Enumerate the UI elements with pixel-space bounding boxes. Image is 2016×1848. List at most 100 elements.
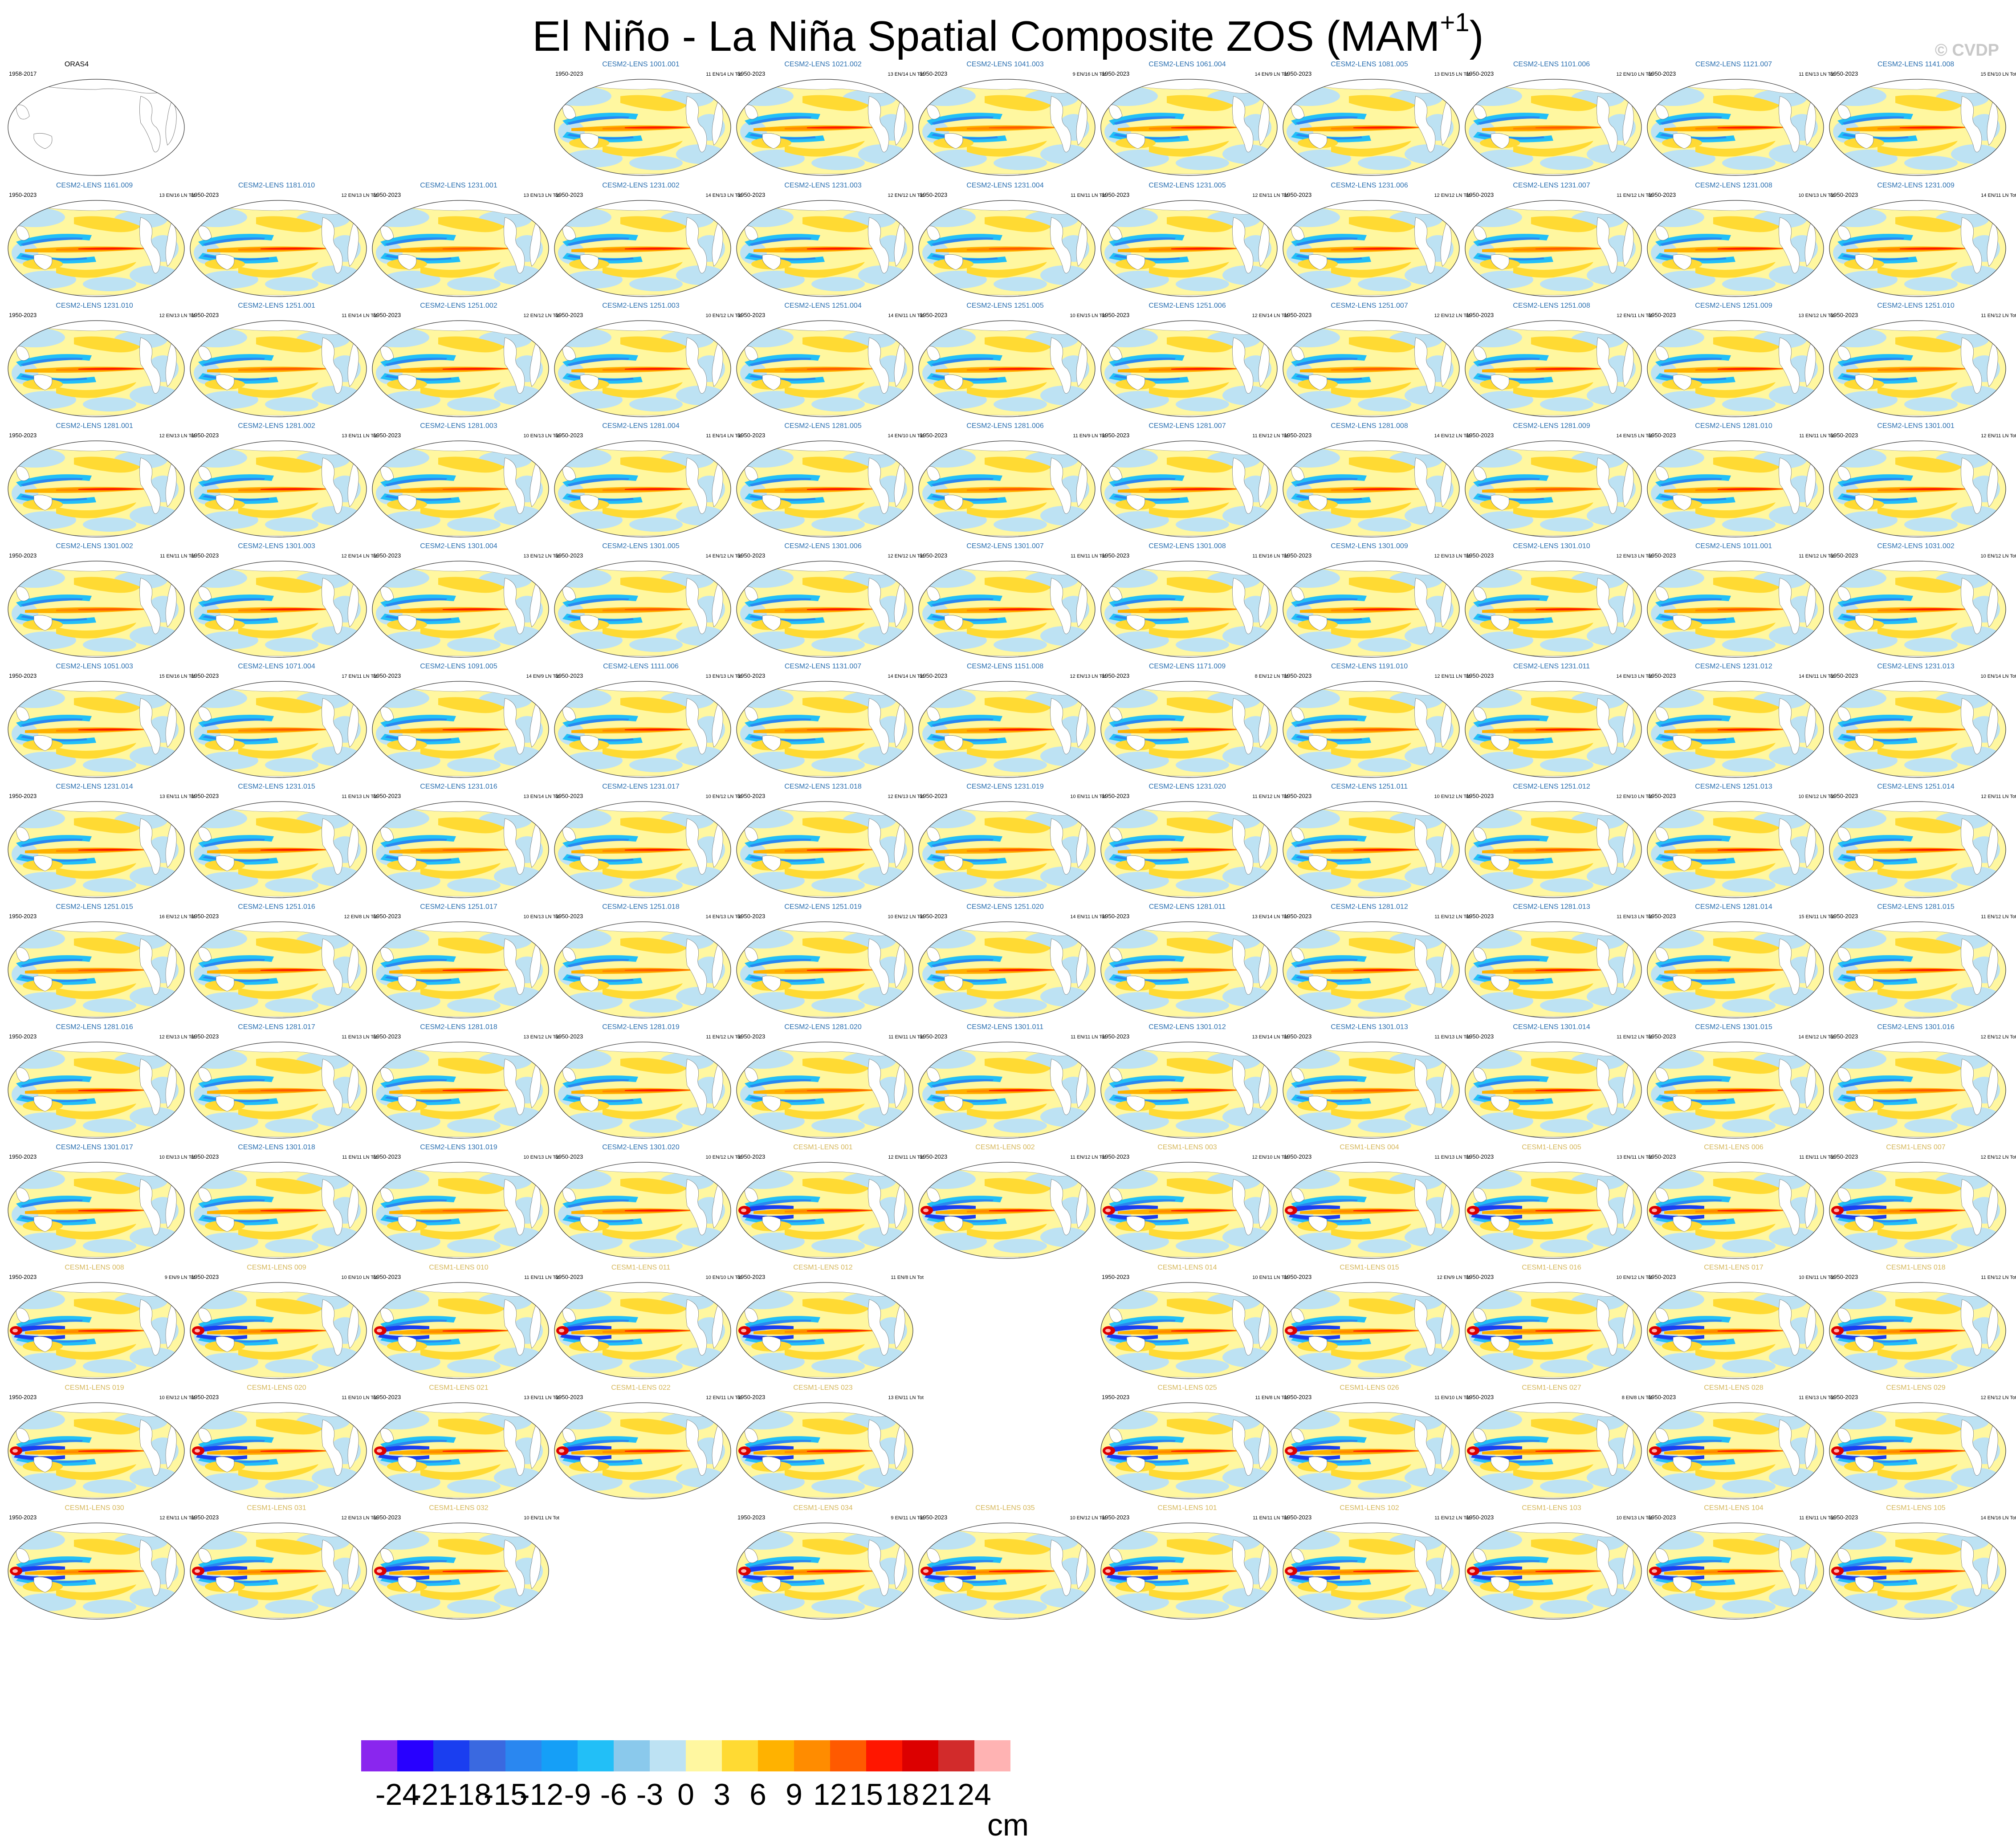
world-outline-map (8, 79, 185, 176)
zos-composite-map (1100, 1042, 1278, 1139)
dataset-name: CESM2-LENS 1281.007 (1149, 422, 1226, 430)
dataset-name: CESM1-LENS 031 (247, 1504, 306, 1512)
zos-composite-map (1829, 1162, 2006, 1259)
period-label: 1950-2023 (1466, 552, 1494, 559)
colorbar-swatch (866, 1740, 902, 1771)
event-count: 11 EN/11 LN Tot (1799, 433, 1834, 439)
event-count: 12 EN/11 LN Tot (1981, 794, 2016, 799)
colorbar-swatch (542, 1740, 578, 1771)
period-label: 1950-2023 (920, 913, 948, 920)
event-count: 11 EN/12 LN Tot (1434, 1515, 1470, 1521)
dataset-name: CESM2-LENS 1301.005 (602, 542, 680, 550)
zos-composite-map (736, 1402, 913, 1499)
period-label: 1950-2023 (1830, 672, 1858, 679)
period-label: 1950-2023 (1648, 672, 1676, 679)
period-label: 1950-2023 (1830, 552, 1858, 559)
period-label: 1950-2023 (737, 312, 766, 318)
period-label: 1950-2023 (1284, 1033, 1312, 1040)
ensemble-map-panel: 1950-2023 CESM1-LENS 025 11 EN/8 LN Tot (1096, 1381, 1288, 1502)
zos-composite-map (554, 320, 731, 417)
zos-composite-map (1647, 1282, 1824, 1379)
zos-composite-map (372, 1402, 549, 1499)
zos-composite-map (554, 1042, 731, 1139)
zos-composite-map (1465, 200, 1642, 297)
period-label: 1950-2023 (373, 793, 401, 799)
colorbar-swatch (830, 1740, 866, 1771)
event-count: 11 EN/12 LN Tot (1981, 313, 2016, 318)
zos-composite-map (1283, 1402, 1460, 1499)
event-count: 13 EN/12 LN Tot (523, 1034, 559, 1040)
period-label: 1950-2023 (373, 432, 401, 439)
dataset-name: CESM2-LENS 1091.005 (420, 663, 497, 670)
colorbar-tick-label: 3 (713, 1778, 730, 1811)
dataset-name: CESM2-LENS 1301.016 (1877, 1023, 1955, 1031)
zos-composite-map (372, 440, 549, 537)
dataset-name: CESM2-LENS 1281.001 (56, 422, 133, 430)
zos-composite-map (1647, 79, 1824, 176)
period-label: 1950-2023 (1466, 1394, 1494, 1400)
event-count: 13 EN/11 LN Tot (159, 794, 195, 799)
zos-composite-map (918, 320, 1096, 417)
zos-composite-map (1100, 1522, 1278, 1620)
dataset-name: CESM2-LENS 1301.012 (1149, 1023, 1226, 1031)
ensemble-map-panel: 1950-2023 CESM2-LENS 1231.020 11 EN/12 LN … (1096, 780, 1288, 901)
colorbar-swatch (614, 1740, 650, 1771)
period-label: 1950-2023 (1102, 913, 1130, 920)
zos-composite-map (736, 440, 913, 537)
ensemble-map-panel: 1950-2023 CESM2-LENS 1231.010 12 EN/13 LN … (4, 299, 195, 420)
ensemble-map-panel: 1950-2023 CESM2-LENS 1231.018 12 EN/13 LN … (732, 780, 924, 901)
zos-composite-map (918, 1042, 1096, 1139)
period-label: 1950-2023 (555, 672, 583, 679)
ensemble-map-panel: 1950-2023 CESM2-LENS 1231.016 13 EN/14 LN … (368, 780, 559, 901)
ensemble-map-panel: 1950-2023 CESM1-LENS 102 11 EN/12 LN Tot (1279, 1502, 1470, 1623)
dataset-name: CESM2-LENS 1231.002 (602, 182, 680, 189)
period-label: 1950-2023 (920, 1514, 948, 1521)
ensemble-map-panel: 1950-2023 CESM1-LENS 002 11 EN/12 LN Tot (914, 1141, 1106, 1262)
ensemble-map-panel: 1950-2023 CESM2-LENS 1251.003 10 EN/12 LN … (550, 299, 741, 420)
dataset-name: CESM1-LENS 009 (247, 1264, 306, 1271)
event-count: 9 EN/11 LN Tot (891, 1515, 924, 1521)
event-count: 10 EN/12 LN Tot (705, 313, 741, 318)
dataset-name: CESM1-LENS 020 (247, 1384, 306, 1392)
ensemble-map-panel: 1950-2023 CESM1-LENS 007 12 EN/12 LN Tot (1825, 1141, 2016, 1262)
map-panel-grid: 1958-2017 ORAS4 1950-2023 CESM2-LENS 1001.0… (4, 61, 2016, 1623)
period-label: 1950-2023 (1284, 432, 1312, 439)
period-label: 1950-2023 (737, 191, 766, 198)
zos-composite-map (8, 921, 185, 1018)
period-label: 1950-2023 (1648, 432, 1676, 439)
zos-composite-map (372, 681, 549, 778)
dataset-name: CESM1-LENS 017 (1704, 1264, 1763, 1271)
period-label: 1950-2023 (191, 913, 219, 920)
dataset-name: CESM2-LENS 1301.014 (1513, 1023, 1590, 1031)
ensemble-map-panel: 1950-2023 CESM2-LENS 1301.019 10 EN/13 LN … (368, 1141, 559, 1262)
colorbar-tick-label: 21 (921, 1778, 955, 1811)
event-count: 11 EN/11 LN Tot (1071, 193, 1106, 198)
dataset-name: CESM2-LENS 1251.010 (1877, 302, 1955, 309)
event-count: 14 EN/16 LN Tot (1980, 1515, 2016, 1521)
period-label: 1950-2023 (737, 1033, 766, 1040)
dataset-name: CESM2-LENS 1161.009 (56, 182, 133, 189)
zos-composite-map (8, 200, 185, 297)
period-label: 1950-2023 (9, 1394, 37, 1400)
period-label: 1950-2023 (1466, 1153, 1494, 1160)
dataset-name: CESM2-LENS 1101.006 (1513, 61, 1590, 68)
event-count: 15 EN/11 LN Tot (1799, 914, 1834, 920)
ensemble-map-panel: 1950-2023 CESM2-LENS 1091.005 14 EN/9 LN T… (368, 660, 559, 781)
colorbar-swatch (469, 1740, 505, 1771)
event-count: 11 EN/16 LN Tot (1252, 554, 1288, 559)
zos-composite-map (554, 1282, 731, 1379)
dataset-name: CESM2-LENS 1281.018 (420, 1023, 497, 1031)
zos-composite-map (8, 440, 185, 537)
dataset-name: CESM2-LENS 1231.009 (1877, 182, 1955, 189)
zos-composite-map (8, 1522, 185, 1620)
ensemble-map-panel: 1950-2023 CESM2-LENS 1251.017 10 EN/13 LN … (368, 900, 559, 1022)
period-label: 1950-2023 (1102, 1153, 1130, 1160)
event-count: 10 EN/10 LN Tot (705, 1275, 741, 1280)
ensemble-map-panel: 1950-2023 CESM1-LENS 005 13 EN/11 LN Tot (1461, 1141, 1652, 1262)
ensemble-map-panel: 1950-2023 CESM2-LENS 1281.006 11 EN/9 LN T… (914, 419, 1106, 541)
event-count: 12 EN/11 LN Tot (1981, 433, 2016, 439)
ensemble-map-panel: 1950-2023 CESM2-LENS 1231.002 14 EN/13 LN … (550, 179, 741, 300)
dataset-name: CESM2-LENS 1301.006 (784, 542, 862, 550)
ensemble-map-panel: 1950-2023 CESM2-LENS 1111.006 13 EN/13 LN … (550, 660, 741, 781)
colorbar-tick-labels: -24 -21 -18 -15 -12 -9 -6 -3 0 3 6 9 12 15 18 21 24 (0, 1777, 2016, 1817)
